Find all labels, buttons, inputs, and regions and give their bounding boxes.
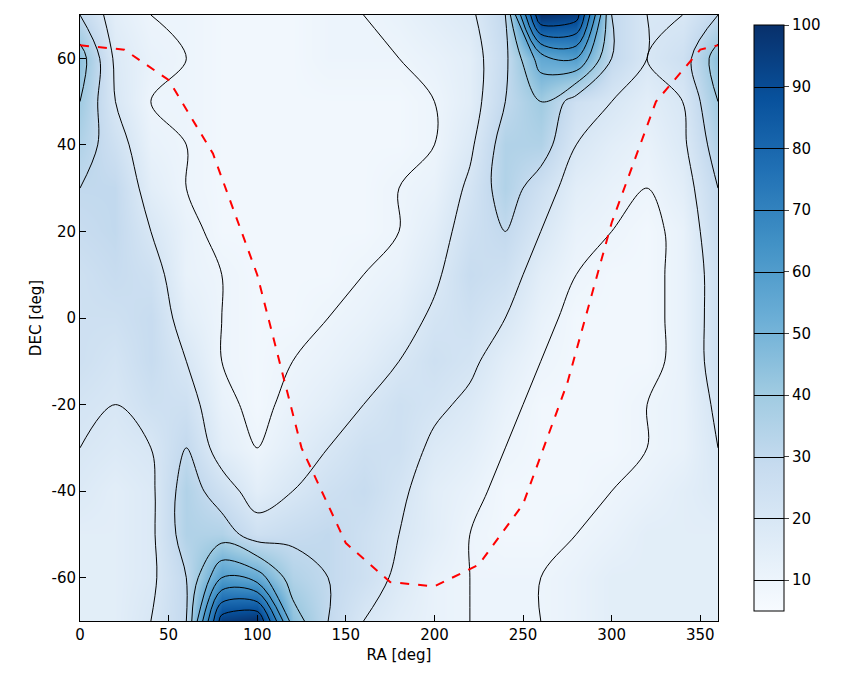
svg-text:-40: -40	[52, 482, 77, 500]
svg-text:350: 350	[686, 626, 715, 644]
svg-text:RA [deg]: RA [deg]	[367, 646, 432, 664]
svg-text:20: 20	[792, 510, 811, 528]
svg-text:-60: -60	[52, 569, 77, 587]
svg-text:DEC [deg]: DEC [deg]	[27, 280, 45, 356]
svg-text:200: 200	[420, 626, 449, 644]
svg-text:60: 60	[57, 50, 76, 68]
svg-text:100: 100	[792, 16, 821, 34]
svg-text:100: 100	[243, 626, 272, 644]
svg-text:20: 20	[57, 223, 76, 241]
svg-text:40: 40	[792, 386, 811, 404]
svg-text:60: 60	[792, 263, 811, 281]
svg-text:80: 80	[792, 140, 811, 158]
svg-text:10: 10	[792, 571, 811, 589]
svg-text:30: 30	[792, 448, 811, 466]
svg-text:-20: -20	[52, 396, 77, 414]
svg-text:250: 250	[509, 626, 538, 644]
svg-text:90: 90	[792, 78, 811, 96]
svg-text:70: 70	[792, 201, 811, 219]
svg-text:0: 0	[75, 626, 85, 644]
svg-text:150: 150	[332, 626, 361, 644]
svg-text:40: 40	[57, 136, 76, 154]
svg-text:50: 50	[159, 626, 178, 644]
svg-text:0: 0	[66, 309, 76, 327]
svg-text:300: 300	[597, 626, 626, 644]
svg-text:50: 50	[792, 325, 811, 343]
